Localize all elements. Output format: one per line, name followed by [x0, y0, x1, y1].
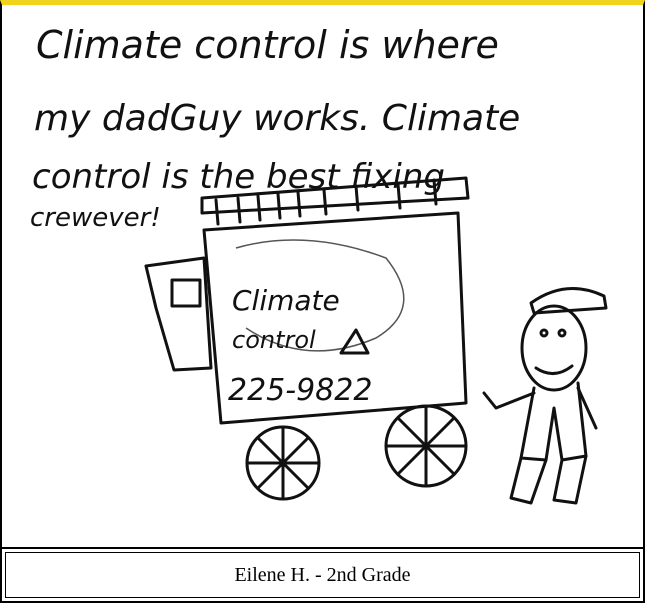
truck-text: 225-9822	[228, 373, 372, 408]
frame: Climate control is where my dadGuy works…	[0, 0, 645, 603]
handwriting-line: Climate control is where	[36, 23, 499, 67]
caption: Eilene H. - 2nd Grade	[5, 552, 640, 598]
drawing: Climate control is where my dadGuy works…	[6, 8, 639, 548]
wheel	[247, 427, 319, 499]
handwriting-line: control is the best fixing	[32, 157, 445, 197]
truck-text: Climate	[232, 284, 340, 317]
handwriting-line: my dadGuy works. Climate	[34, 98, 520, 139]
caption-row: Eilene H. - 2nd Grade	[2, 547, 643, 601]
person	[484, 288, 606, 503]
truck-text: control	[232, 326, 316, 354]
handwriting-line: crewever!	[30, 203, 161, 233]
page: Climate control is where my dadGuy works…	[0, 0, 645, 603]
logo	[341, 330, 368, 353]
wheel	[386, 406, 466, 486]
